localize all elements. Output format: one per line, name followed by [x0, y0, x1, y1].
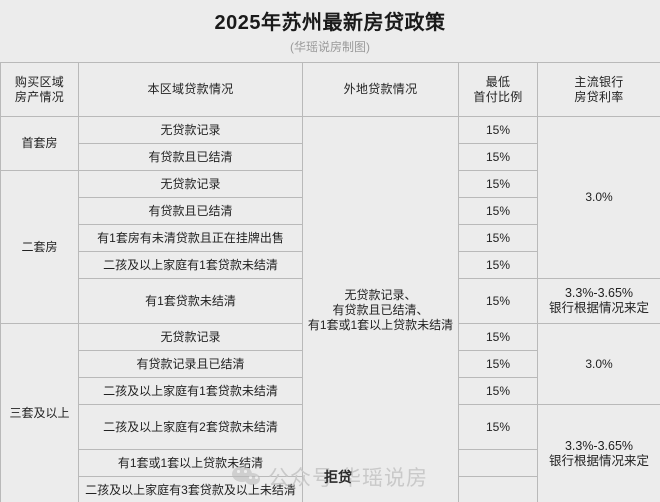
- category-cell-third-home: 三套及以上: [0, 323, 79, 502]
- down-payment-cell: [458, 476, 538, 502]
- page-title: 2025年苏州最新房贷政策: [214, 12, 446, 34]
- down-payment-cell: 15%: [458, 197, 538, 225]
- local-loan-cell: 二孩及以上家庭有3套贷款及以上未结清: [78, 476, 303, 502]
- local-loan-cell: 有贷款记录且已结清: [78, 350, 303, 378]
- category-cell-second-home: 二套房: [0, 170, 79, 324]
- outside-loan-line2: 有贷款且已结清、: [332, 302, 429, 317]
- down-payment-cell: 15%: [458, 350, 538, 378]
- table-row: 三套及以上 无贷款记录 15% 3.0%: [0, 323, 660, 502]
- down-payment-cell: 15%: [458, 377, 538, 405]
- local-loan-cell: 有1套或1套以上贷款未结清: [78, 449, 303, 477]
- local-loan-cell: 有贷款且已结清: [78, 143, 303, 171]
- rate-cell-4-line1: 3.3%-3.65%: [564, 439, 634, 453]
- col-header-outside-loan-line1: 外地贷款情况: [343, 82, 418, 96]
- header-row: 购买区域 房产情况 本区域贷款情况 外地贷款情况 最低 首付比例 主流银行 房贷…: [0, 62, 660, 117]
- outside-loan-line3: 有1套或1套以上贷款未结清: [307, 317, 454, 332]
- table-row: 首套房 无贷款记录 无贷款记录、 有贷款且已结清、 有1套或1套以上贷款未结清 …: [0, 116, 660, 502]
- local-loan-cell: 二孩及以上家庭有1套贷款未结清: [78, 251, 303, 279]
- category-cell-first-home: 首套房: [0, 116, 79, 171]
- down-payment-cell: 15%: [458, 116, 538, 144]
- table-header: 购买区域 房产情况 本区域贷款情况 外地贷款情况 最低 首付比例 主流银行 房贷…: [0, 62, 660, 117]
- table-row: 有1套或1套以上贷款未结清: [1, 449, 660, 477]
- col-header-area-line1: 购买区域: [14, 74, 65, 89]
- rate-cell-2-line1: 3.3%-3.65%: [564, 286, 634, 300]
- down-payment-cell: 15%: [458, 170, 538, 198]
- outside-loan-line1: 无贷款记录、: [344, 287, 417, 302]
- local-loan-cell: 二孩及以上家庭有2套贷款未结清: [78, 404, 303, 450]
- col-header-down-payment-line1: 最低: [485, 74, 511, 89]
- table-row: 有贷款且已结清 15%: [1, 143, 660, 171]
- col-header-down-payment: 最低 首付比例: [458, 62, 538, 117]
- local-loan-cell: 二孩及以上家庭有1套贷款未结清: [78, 377, 303, 405]
- down-payment-cell: 15%: [458, 224, 538, 252]
- col-header-down-payment-line2: 首付比例: [473, 89, 523, 104]
- table-row: 二孩及以上家庭有3套贷款及以上未结清: [1, 476, 660, 502]
- rate-cell-2: 3.3%-3.65% 银行根据情况来定: [537, 278, 660, 324]
- local-loan-cell: 无贷款记录: [78, 116, 303, 144]
- table-row: 有1套贷款未结清 15% 3.3%-3.65% 银行根据情况来定: [1, 278, 660, 324]
- local-loan-cell: 有贷款且已结清: [78, 197, 303, 225]
- down-payment-cell: 15%: [458, 143, 538, 171]
- down-payment-cell: 15%: [458, 278, 538, 324]
- table-row: 二套房 无贷款记录 15%: [0, 170, 660, 324]
- rate-cell-2-line2: 银行根据情况来定: [548, 301, 649, 315]
- page-subtitle: (华瑶说房制图): [290, 40, 370, 54]
- table-row: 有1套房有未清贷款且正在挂牌出售 15%: [1, 224, 660, 252]
- outside-loan-cell: 无贷款记录、 有贷款且已结清、 有1套或1套以上贷款未结清: [302, 116, 459, 502]
- down-payment-cell: [458, 449, 538, 477]
- mortgage-policy-table: 购买区域 房产情况 本区域贷款情况 外地贷款情况 最低 首付比例 主流银行 房贷…: [0, 62, 660, 502]
- down-payment-cell: 15%: [458, 251, 538, 279]
- title-area: 2025年苏州最新房贷政策 (华瑶说房制图): [0, 0, 660, 62]
- table-row: 有贷款且已结清 15%: [1, 197, 660, 225]
- col-header-local-loan: 本区域贷款情况: [78, 62, 303, 117]
- col-header-rate: 主流银行 房贷利率: [537, 62, 660, 117]
- table-row: 二孩及以上家庭有2套贷款未结清 15% 3.3%-3.65% 银行根据情况来定: [1, 404, 660, 502]
- rate-cell-4: 3.3%-3.65% 银行根据情况来定: [537, 404, 660, 502]
- local-loan-cell: 有1套房有未清贷款且正在挂牌出售: [78, 224, 303, 252]
- down-payment-cell: 15%: [458, 404, 538, 450]
- down-payment-cell: 15%: [458, 323, 538, 351]
- col-header-outside-loan: 外地贷款情况: [302, 62, 459, 117]
- col-header-area-line2: 房产情况: [14, 89, 65, 104]
- table-row: 有贷款记录且已结清 15%: [1, 350, 660, 378]
- rate-cell-1: 3.0%: [537, 116, 660, 279]
- col-header-local-loan-line1: 本区域贷款情况: [147, 82, 234, 96]
- rate-cell-4-line2: 银行根据情况来定: [548, 454, 649, 468]
- table-row: 二孩及以上家庭有1套贷款未结清 15%: [1, 251, 660, 279]
- local-loan-cell: 无贷款记录: [78, 323, 303, 351]
- col-header-rate-line1: 主流银行: [574, 74, 624, 89]
- local-loan-cell: 有1套贷款未结清: [78, 278, 303, 324]
- table-body: 首套房 无贷款记录 无贷款记录、 有贷款且已结清、 有1套或1套以上贷款未结清 …: [0, 116, 660, 502]
- rate-cell-3: 3.0%: [537, 323, 660, 405]
- col-header-area: 购买区域 房产情况: [0, 62, 79, 117]
- table-row: 二孩及以上家庭有1套贷款未结清 15%: [1, 377, 660, 405]
- col-header-rate-line2: 房贷利率: [574, 89, 624, 104]
- local-loan-cell: 无贷款记录: [78, 170, 303, 198]
